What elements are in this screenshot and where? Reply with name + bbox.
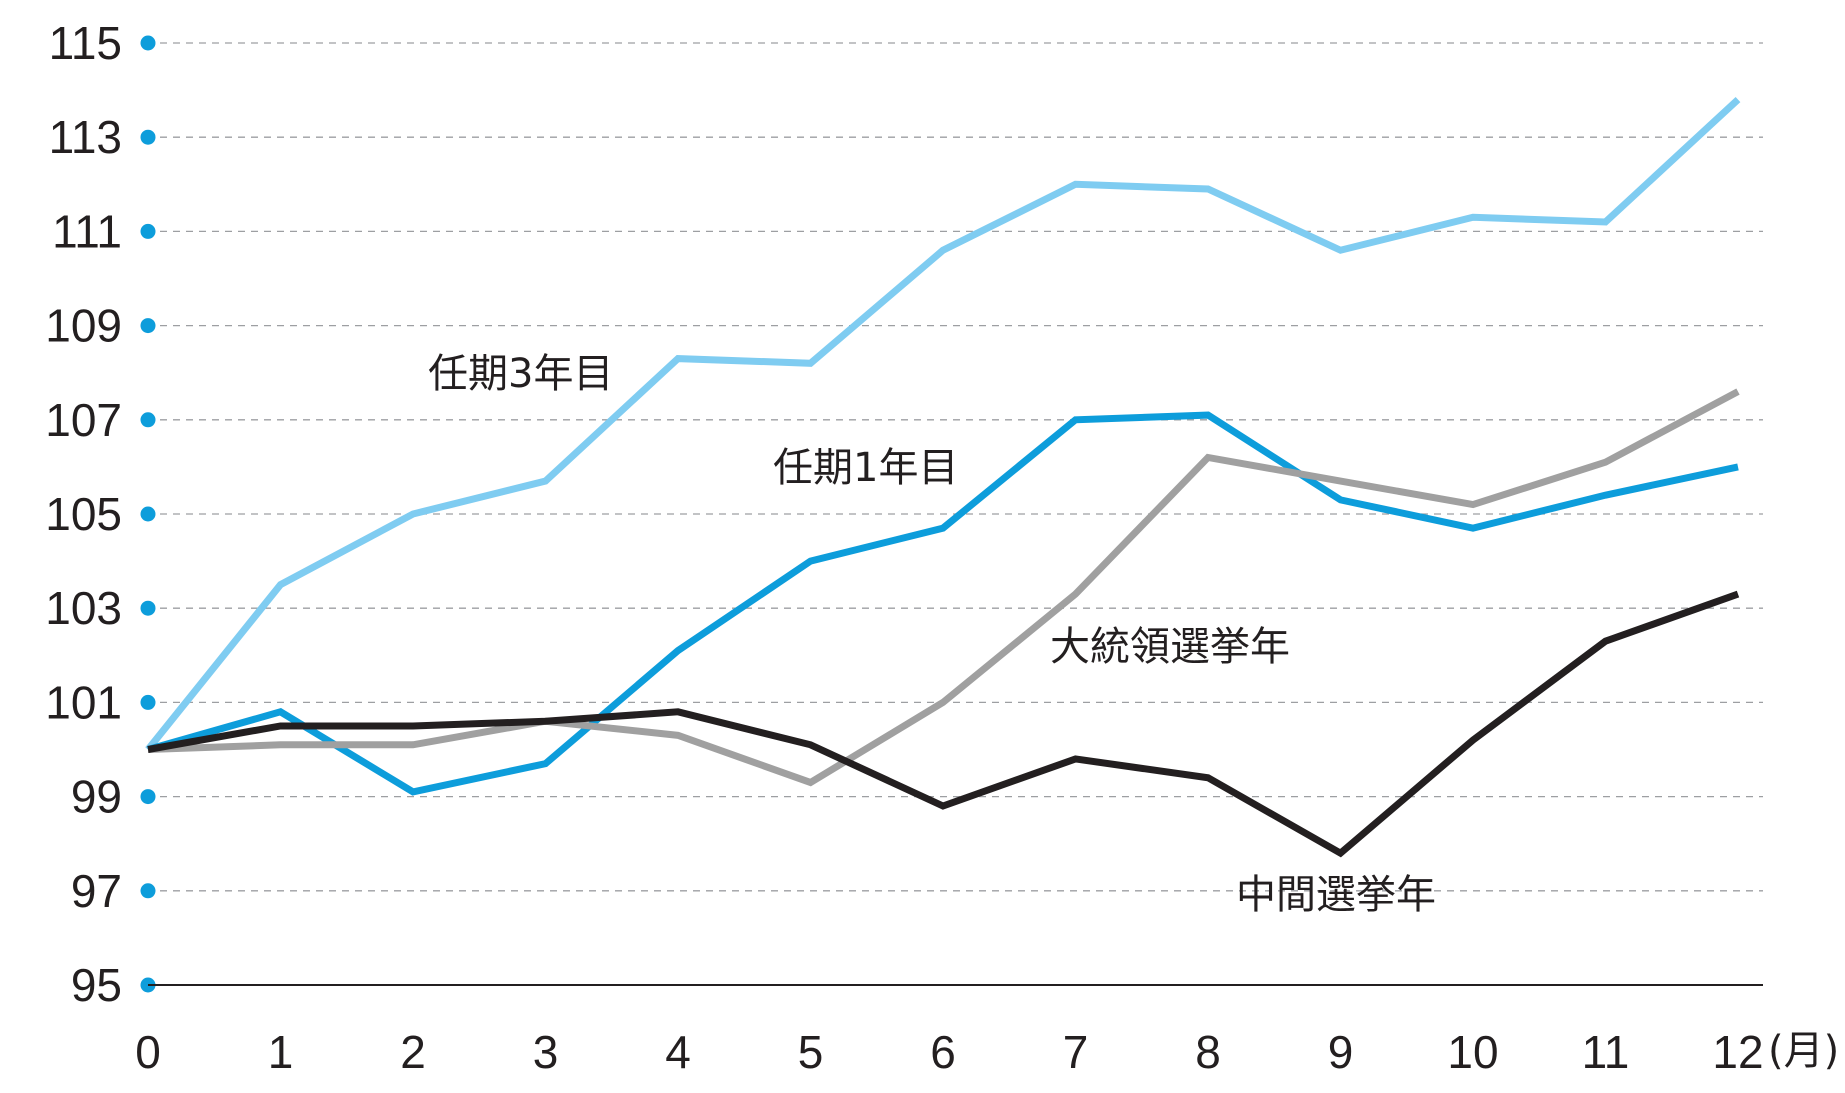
y-tick-label: 97 bbox=[71, 865, 122, 917]
series-label-1: 任期1年目 bbox=[773, 445, 958, 491]
y-tick-label: 95 bbox=[71, 959, 122, 1011]
y-tick-label: 115 bbox=[49, 17, 122, 69]
x-tick-label: 12 bbox=[1712, 1026, 1763, 1078]
series-line-1 bbox=[147, 411, 1739, 796]
x-tick-label: 4 bbox=[665, 1026, 691, 1078]
y-tick-label: 113 bbox=[49, 111, 122, 163]
y-tick-label: 105 bbox=[45, 488, 122, 540]
series-label-0: 任期3年目 bbox=[428, 351, 613, 397]
series-line-0 bbox=[145, 96, 1741, 752]
y-tick-dot bbox=[140, 129, 156, 145]
series-label-3: 中間選挙年 bbox=[1236, 872, 1436, 918]
x-tick-label: 6 bbox=[930, 1026, 956, 1078]
y-tick-dot bbox=[140, 883, 156, 899]
x-tick-label: 11 bbox=[1582, 1026, 1630, 1078]
x-tick-label: 10 bbox=[1447, 1026, 1498, 1078]
x-tick-label: 2 bbox=[400, 1026, 426, 1078]
x-tick-label: 3 bbox=[533, 1026, 559, 1078]
y-tick-label: 109 bbox=[45, 300, 122, 352]
y-tick-label: 107 bbox=[45, 394, 122, 446]
y-tick-dot bbox=[140, 35, 156, 51]
series-lines bbox=[145, 96, 1741, 858]
y-tick-label: 103 bbox=[45, 582, 122, 634]
x-tick-label: 1 bbox=[268, 1026, 294, 1078]
y-tick-dot bbox=[140, 223, 156, 239]
y-tick-dot bbox=[140, 789, 156, 805]
y-tick-dot bbox=[140, 694, 156, 710]
x-tick-label: 9 bbox=[1328, 1026, 1354, 1078]
y-tick-dot bbox=[140, 318, 156, 334]
y-tick-dot bbox=[140, 506, 156, 522]
x-tick-label: 7 bbox=[1063, 1026, 1089, 1078]
y-tick-label: 101 bbox=[45, 676, 122, 728]
x-tick-label: 8 bbox=[1195, 1026, 1221, 1078]
series-line-2 bbox=[147, 388, 1740, 787]
x-unit-label: (月) bbox=[1768, 1028, 1839, 1074]
series-line-3 bbox=[147, 590, 1740, 858]
y-tick-dot bbox=[140, 600, 156, 616]
x-tick-label: 0 bbox=[135, 1026, 161, 1078]
grid-lines bbox=[160, 42, 1763, 892]
y-tick-label: 111 bbox=[52, 205, 122, 257]
y-tick-dot bbox=[140, 412, 156, 428]
y-tick-label: 99 bbox=[71, 771, 122, 823]
x-tick-label: 5 bbox=[798, 1026, 824, 1078]
series-label-2: 大統領選挙年 bbox=[1050, 624, 1290, 670]
